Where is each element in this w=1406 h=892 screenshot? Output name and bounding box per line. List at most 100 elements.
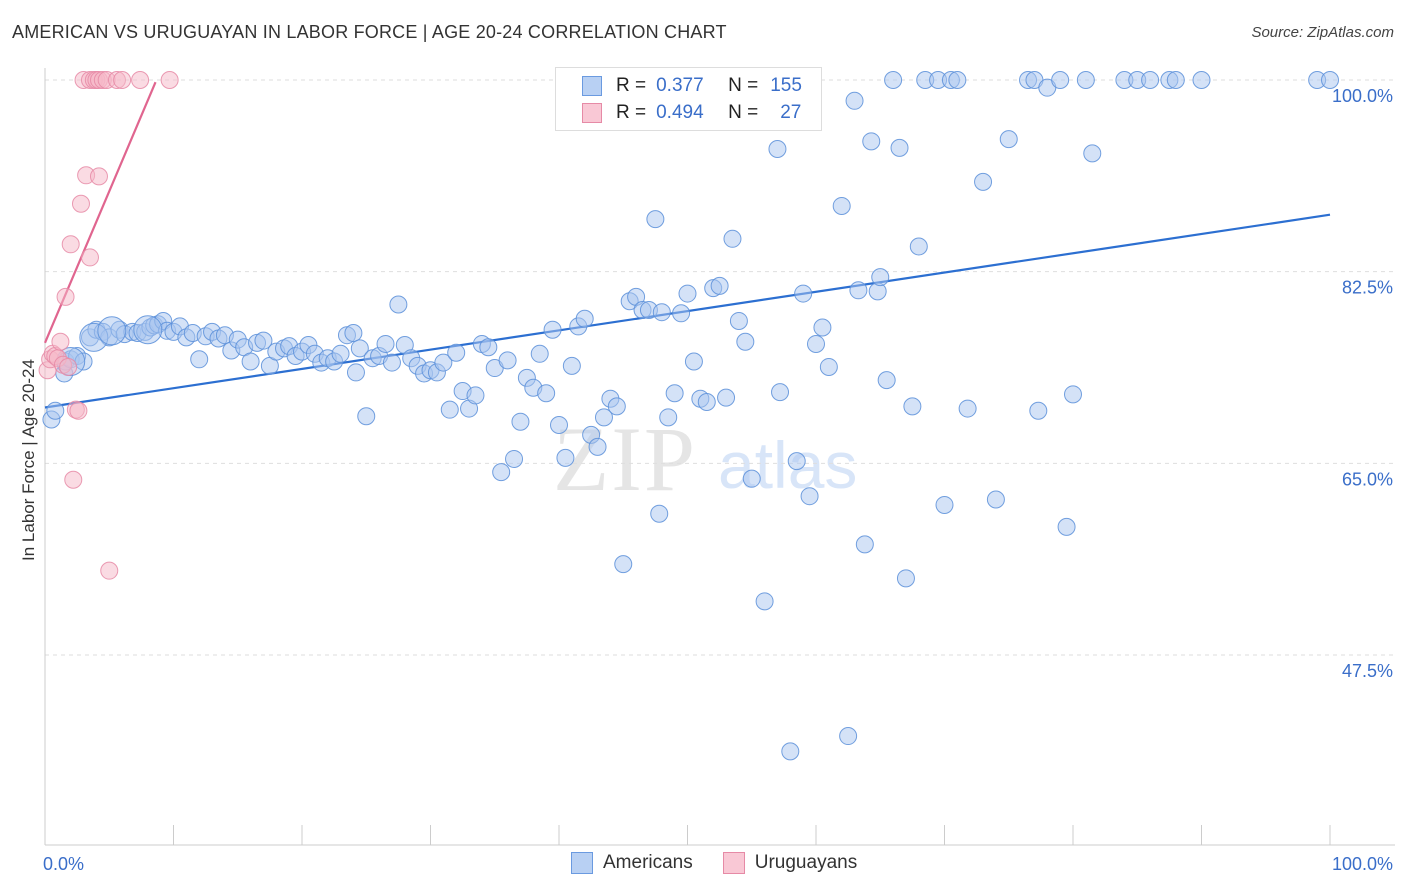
americans-point: [479, 338, 498, 357]
watermark-zip: ZIP: [553, 408, 697, 510]
americans-point: [884, 71, 903, 89]
americans-point: [684, 352, 703, 371]
americans-point: [723, 229, 742, 248]
americans-point: [1141, 71, 1160, 89]
americans-point: [614, 555, 633, 574]
americans-point-large: [133, 315, 163, 345]
americans-point: [1076, 71, 1095, 89]
americans-point: [344, 324, 363, 342]
americans-point: [556, 448, 575, 467]
americans-point: [935, 495, 954, 514]
americans-point: [659, 408, 678, 427]
americans-point: [1192, 71, 1211, 89]
americans-point: [1166, 71, 1185, 89]
americans-n-value: 155: [770, 75, 802, 96]
americans-point: [434, 353, 453, 372]
watermark-atlas: atlas: [718, 428, 857, 502]
americans-point: [800, 487, 819, 506]
americans-point: [650, 504, 669, 523]
uruguayans-point: [160, 71, 179, 89]
americans-point: [787, 452, 806, 471]
americans-point: [832, 196, 851, 215]
americans-point: [768, 140, 787, 158]
americans-legend-label: Americans: [603, 852, 693, 873]
americans-point: [999, 130, 1018, 149]
americans-point: [346, 363, 365, 382]
americans-point: [678, 284, 697, 303]
americans-point: [588, 437, 607, 456]
uruguayans-legend-swatch: [722, 852, 745, 874]
data-points: [38, 71, 1339, 761]
y-axis-title: In Labor Force | Age 20-24: [19, 359, 38, 561]
americans-point: [376, 334, 395, 353]
x-tick-labels: 0.0% 100.0%: [43, 854, 1393, 874]
americans-point: [607, 397, 626, 416]
americans-point: [350, 339, 369, 358]
uruguayans-legend-label: Uruguayans: [754, 852, 858, 873]
americans-point: [794, 284, 813, 303]
americans-point: [498, 351, 517, 370]
americans-point: [871, 268, 890, 287]
series-legend: Americans Uruguayans: [571, 852, 887, 874]
americans-point-large: [97, 316, 127, 346]
legend-item-americans[interactable]: Americans: [571, 852, 693, 874]
uruguayans-point: [113, 71, 132, 89]
americans-point: [550, 416, 568, 434]
uruguayans-r-label: R =: [616, 102, 647, 123]
americans-point: [1057, 517, 1076, 536]
chart-title: AMERICAN VS URUGUAYAN IN LABOR FORCE | A…: [12, 22, 727, 42]
americans-point: [742, 469, 761, 488]
americans-point: [849, 281, 868, 300]
americans-point: [331, 344, 350, 363]
americans-swatch: [582, 76, 602, 96]
americans-point: [254, 331, 273, 350]
uruguayans-point: [51, 332, 70, 351]
americans-point: [1321, 71, 1339, 89]
americans-point: [505, 449, 524, 468]
americans-point: [781, 742, 800, 761]
americans-point: [948, 71, 967, 89]
americans-point: [1083, 144, 1102, 163]
y-tick-label: 82.5%: [1342, 278, 1393, 298]
y-tick-labels: 100.0% 82.5% 65.0% 47.5%: [1332, 86, 1393, 681]
uruguayans-n-value: 27: [780, 102, 802, 123]
americans-point: [492, 463, 511, 482]
legend-row-americans: R = 0.377 N = 155: [582, 73, 802, 99]
americans-point: [190, 350, 209, 369]
legend-row-uruguayans: R = 0.494 N = 27: [582, 100, 801, 126]
americans-point: [755, 592, 774, 611]
americans-n-label: N =: [728, 75, 759, 96]
americans-point: [697, 393, 716, 411]
uruguayans-point: [61, 235, 80, 254]
americans-point: [511, 412, 530, 431]
americans-point: [46, 401, 65, 420]
americans-point: [771, 383, 790, 402]
uruguayans-n-label: N =: [728, 102, 759, 123]
americans-point: [855, 535, 874, 554]
uruguayans-r-value: 0.494: [656, 102, 704, 123]
americans-point: [986, 490, 1005, 509]
americans-point: [903, 397, 922, 416]
americans-point: [736, 332, 755, 351]
americans-point: [896, 569, 915, 588]
uruguayans-point: [100, 561, 119, 580]
uruguayans-point: [59, 357, 78, 376]
americans-point: [862, 132, 881, 151]
americans-point: [382, 353, 401, 372]
uruguayans-point: [56, 287, 75, 306]
americans-point: [357, 407, 376, 426]
americans-point: [440, 400, 459, 419]
americans-point: [807, 334, 825, 353]
stats-legend: R = 0.377 N = 155 R = 0.494 N = 27: [555, 67, 822, 131]
americans-point: [389, 295, 408, 314]
americans-point: [575, 309, 594, 328]
uruguayans-swatch: [582, 103, 602, 123]
x-tick-label-left: 0.0%: [43, 854, 84, 874]
y-tick-label: 47.5%: [1342, 661, 1393, 681]
legend-item-uruguayans[interactable]: Uruguayans: [722, 852, 858, 874]
americans-point: [646, 210, 665, 229]
y-tick-label: 65.0%: [1342, 469, 1393, 489]
americans-point: [958, 399, 977, 418]
americans-point: [813, 318, 832, 337]
